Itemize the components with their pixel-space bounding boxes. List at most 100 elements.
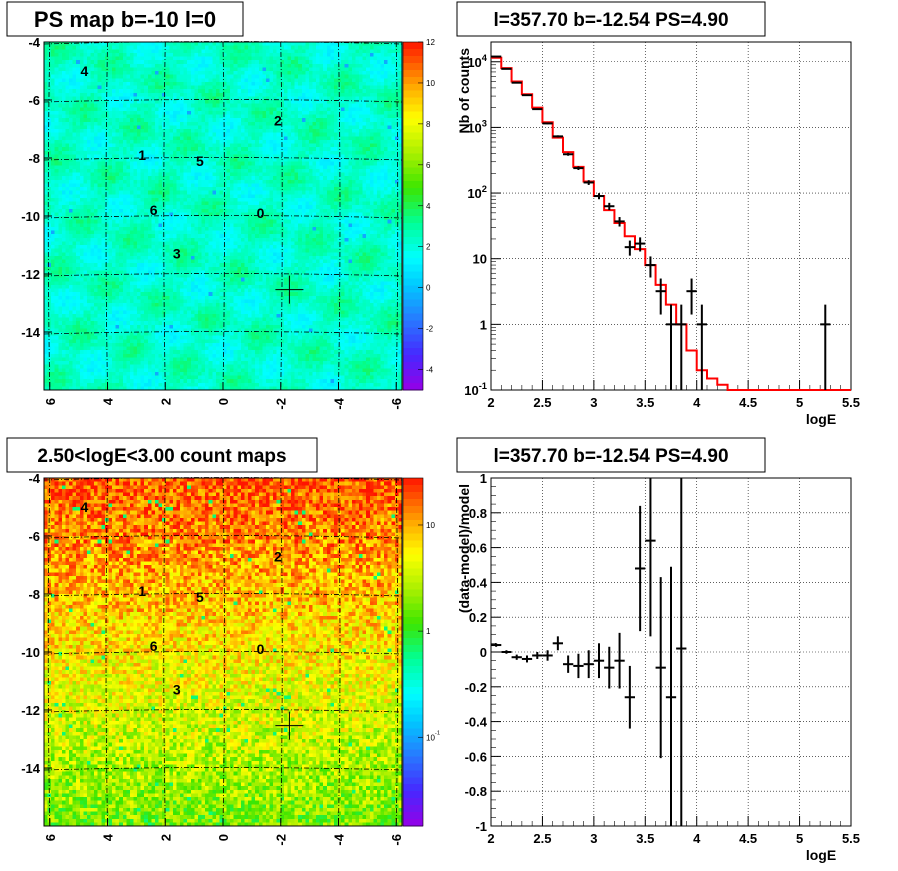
psmap-colorbar-band — [403, 76, 423, 85]
countmap-graticule-parallel — [43, 535, 403, 539]
countmap-pixels — [44, 478, 403, 827]
psmap-colorbar-band — [403, 202, 423, 210]
psmap-colorbar-band — [403, 42, 423, 50]
psmap-colorbar-band — [403, 250, 423, 259]
countmap-title: 2.50<logE<3.00 count maps — [6, 437, 318, 473]
psmap-y-tick-label: -14 — [21, 325, 41, 340]
psmap-colorbar-band — [403, 264, 423, 273]
countmap-colorbar-band — [403, 805, 423, 813]
countmap-colorbar-band — [403, 498, 423, 507]
countmap-colorbar-band — [403, 798, 423, 806]
spectrum-y-tick-label: 102 — [467, 184, 487, 201]
spectrum-model-histogram — [491, 56, 851, 391]
psmap-colorbar-band — [403, 132, 423, 140]
psmap-y-tick-label: -10 — [21, 209, 40, 224]
countmap-source-label: 1 — [138, 583, 146, 599]
countmap-source-label: 6 — [150, 638, 158, 654]
countmap-colorbar-band — [403, 596, 423, 604]
countmap-x-tick-label: 0 — [216, 834, 231, 841]
psmap-colorbar-tick-label: 0 — [426, 284, 431, 293]
countmap-colorbar-band — [403, 519, 423, 528]
spectrum-y-tick-label: 1 — [480, 317, 487, 332]
psmap-source-label: 1 — [138, 147, 146, 163]
countmap-y-tick-label: -14 — [21, 761, 41, 776]
countmap-graticule-parallel — [43, 709, 403, 713]
countmap-graticule-parallel — [43, 593, 403, 597]
residuals-y-tick-label: -0.4 — [465, 715, 488, 730]
countmap-colorbar-band — [403, 679, 423, 688]
psmap-graticule-parallel — [43, 157, 403, 161]
countmap-colorbar-band — [403, 735, 423, 743]
countmap-graticule-meridian — [395, 477, 399, 827]
countmap-colorbar-band — [403, 617, 423, 625]
countmap-colorbar-tick-label: 10-1 — [426, 730, 440, 742]
spectrum-y-axis-label: Nb of counts — [456, 48, 472, 134]
countmap-graticule-parallel — [43, 651, 403, 655]
psmap-colorbar-band — [403, 222, 423, 231]
countmap-panel: 6 4 2 0 -2 -4 -6 -4 -6 -8 -10 -12 -14 4 2 1 5 6 0 3 10 1 10-1 — [21, 471, 440, 846]
residuals-title-box — [456, 437, 766, 473]
psmap-colorbar-band — [403, 257, 423, 266]
psmap-colorbar-band — [403, 167, 423, 175]
countmap-colorbar-band — [403, 693, 423, 702]
countmap-colorbar-frame — [402, 477, 424, 827]
countmap-colorbar-band — [403, 589, 423, 597]
countmap-colorbar-tick-label: 1 — [426, 627, 431, 636]
residuals-x-tick-label: 3.5 — [636, 831, 654, 846]
countmap-colorbar-band — [403, 505, 423, 514]
psmap-source-label: 2 — [274, 112, 282, 128]
countmap-colorbar-band — [403, 728, 423, 737]
psmap-x-tick-label: -6 — [389, 398, 404, 410]
psmap-graticule-meridian — [163, 41, 166, 391]
countmap-title-text: 2.50<logE<3.00 count maps — [37, 446, 286, 467]
countmap-colorbar-band — [403, 700, 423, 709]
psmap-colorbar-tick-label: -2 — [426, 325, 434, 334]
figure-text: PS map b=-10 l=0 2.50<logE<3.00 count map… — [6, 1, 766, 473]
countmap-graticule — [43, 477, 403, 827]
spectrum-x-tick-label: 4.5 — [739, 395, 757, 410]
psmap-colorbar-band — [403, 299, 423, 307]
psmap-graticule-parallel — [43, 41, 403, 45]
psmap-colorbar-band — [403, 111, 423, 120]
countmap-colorbar-band — [403, 610, 423, 618]
countmap-colorbar-band — [403, 540, 423, 549]
psmap-graticule-parallel — [43, 273, 403, 277]
spectrum-x-tick-label: 5.5 — [842, 395, 860, 410]
psmap-graticule-meridian — [105, 41, 108, 391]
countmap-y-tick-label: -12 — [21, 703, 40, 718]
psmap-colorbar-band — [403, 243, 423, 252]
psmap-colorbar-band — [403, 195, 423, 203]
psmap-title-text: PS map b=-10 l=0 — [34, 7, 216, 32]
countmap-colorbar-band — [403, 763, 423, 771]
countmap-colorbar-tick-label: 10 — [426, 521, 435, 530]
countmap-colorbar-band — [403, 547, 423, 556]
countmap-source-label: 2 — [274, 548, 282, 564]
psmap-colorbar-band — [403, 174, 423, 182]
countmap-colorbar-band — [403, 784, 423, 792]
countmap-colorbar-band — [403, 526, 423, 535]
residuals-y-tick-label: -0.8 — [465, 784, 487, 799]
countmap-source-label: 3 — [173, 682, 181, 698]
psmap-colorbar-band — [403, 139, 423, 147]
spectrum-title-box — [456, 1, 766, 37]
psmap-colorbar-band — [403, 334, 423, 342]
countmap-colorbar-band — [403, 686, 423, 695]
countmap-y-tick-label: -10 — [21, 645, 40, 660]
countmap-graticule-parallel — [43, 477, 403, 481]
countmap-colorbar-band — [403, 561, 423, 569]
countmap-colorbar-band — [403, 791, 423, 799]
psmap-colorbar-band — [403, 229, 423, 238]
psmap-colorbar-band — [403, 55, 423, 64]
countmap-graticule-meridian — [163, 477, 166, 827]
spectrum-x-axis-label: logE — [806, 411, 836, 427]
psmap-colorbar-tick-label: 2 — [426, 243, 431, 252]
psmap-source-label: 6 — [150, 202, 158, 218]
psmap-colorbar-band — [403, 48, 423, 57]
psmap-x-tick-label: 2 — [158, 398, 173, 405]
countmap-graticule-meridian — [280, 477, 283, 827]
countmap-source-label: 5 — [196, 589, 204, 605]
psmap-colorbar-band — [403, 341, 423, 349]
psmap-graticule-meridian — [395, 41, 399, 391]
residuals-x-tick-label: 2.5 — [533, 831, 551, 846]
